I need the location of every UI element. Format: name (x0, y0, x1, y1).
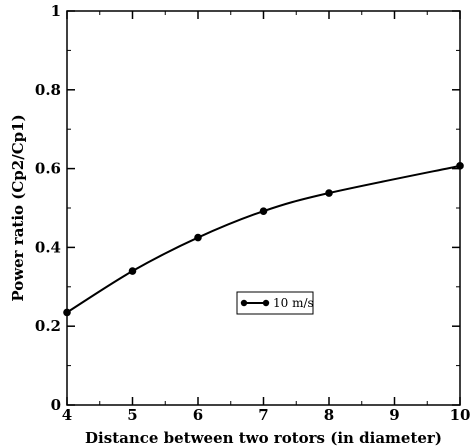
legend: 10 m/s (236, 291, 314, 315)
x-tick-label: 9 (389, 406, 399, 424)
x-tick-label: 4 (62, 406, 72, 424)
data-point (194, 233, 202, 242)
x-tick-label: 8 (324, 406, 334, 424)
y-tick-label: 1 (51, 2, 61, 20)
data-point (456, 162, 464, 170)
y-tick-label: 0 (51, 396, 61, 414)
data-point (325, 189, 333, 197)
x-axis-ticks: 4 5 6 7 8 9 10 (62, 11, 471, 424)
x-tick-label: 10 (450, 406, 471, 424)
y-tick-label: 0.4 (35, 238, 61, 256)
legend-box (236, 291, 314, 315)
y-tick-label: 0.2 (35, 317, 61, 335)
y-tick-label: 0.6 (35, 160, 61, 178)
series-layer (63, 162, 464, 317)
y-axis-title: Power ratio (Cp2/Cp1) (9, 114, 27, 301)
x-axis-title: Distance between two rotors (in diameter… (85, 429, 442, 447)
data-point (128, 267, 137, 275)
legend-marker-right (262, 299, 270, 307)
legend-marker-left (240, 299, 248, 307)
series-line (66, 164, 461, 314)
y-tick-label: 0.8 (35, 81, 61, 99)
legend-label: 10 m/s (273, 296, 314, 310)
x-tick-label: 7 (258, 406, 268, 424)
y-axis-ticks: 0 0.2 0.4 0.6 0.8 1 (35, 2, 460, 414)
x-tick-label: 5 (127, 406, 137, 424)
data-point (259, 207, 268, 215)
data-point (63, 308, 71, 317)
x-tick-label: 6 (193, 406, 203, 424)
